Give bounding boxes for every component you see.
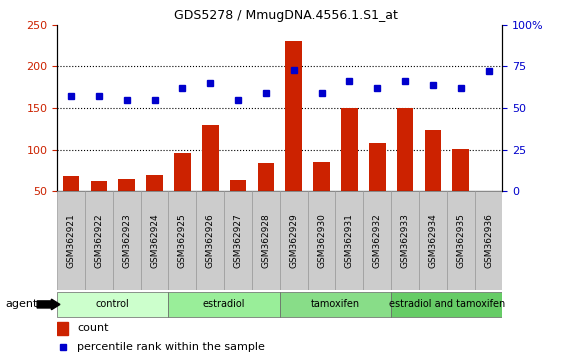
Bar: [196, 191, 224, 290]
Bar: [168, 191, 196, 290]
Text: GSM362935: GSM362935: [456, 213, 465, 268]
Text: GSM362930: GSM362930: [317, 213, 326, 268]
Bar: [286, 41, 302, 191]
Text: tamoxifen: tamoxifen: [311, 299, 360, 309]
Bar: [425, 130, 441, 191]
Bar: [63, 176, 79, 191]
Text: estradiol: estradiol: [203, 299, 246, 309]
Text: estradiol and tamoxifen: estradiol and tamoxifen: [389, 299, 505, 309]
Bar: [280, 292, 391, 317]
Bar: [174, 153, 191, 191]
Bar: [475, 191, 502, 290]
Text: GSM362925: GSM362925: [178, 213, 187, 268]
Text: percentile rank within the sample: percentile rank within the sample: [77, 342, 265, 352]
Bar: [452, 149, 469, 191]
Bar: [363, 191, 391, 290]
Bar: [118, 179, 135, 191]
Bar: [57, 292, 168, 317]
Bar: [230, 180, 247, 191]
Bar: [280, 191, 308, 290]
Text: GSM362924: GSM362924: [150, 213, 159, 268]
Text: GDS5278 / MmugDNA.4556.1.S1_at: GDS5278 / MmugDNA.4556.1.S1_at: [174, 9, 397, 22]
Text: GSM362921: GSM362921: [66, 213, 75, 268]
Bar: [140, 191, 168, 290]
Bar: [308, 191, 336, 290]
Bar: [447, 191, 475, 290]
Bar: [341, 108, 357, 191]
Bar: [252, 191, 280, 290]
Bar: [397, 108, 413, 191]
Text: agent: agent: [6, 299, 38, 309]
Bar: [335, 191, 363, 290]
Bar: [168, 292, 280, 317]
Bar: [258, 163, 274, 191]
Text: GSM362929: GSM362929: [289, 213, 298, 268]
Bar: [369, 143, 385, 191]
Bar: [419, 191, 447, 290]
Text: GSM362936: GSM362936: [484, 213, 493, 268]
Text: GSM362933: GSM362933: [400, 213, 409, 268]
Bar: [57, 322, 69, 335]
Bar: [112, 191, 140, 290]
Text: GSM362931: GSM362931: [345, 213, 354, 268]
Bar: [391, 191, 419, 290]
Bar: [202, 125, 219, 191]
Bar: [146, 175, 163, 191]
Bar: [57, 191, 85, 290]
Text: GSM362927: GSM362927: [234, 213, 243, 268]
Text: GSM362923: GSM362923: [122, 213, 131, 268]
Text: control: control: [96, 299, 130, 309]
Text: GSM362928: GSM362928: [262, 213, 271, 268]
Text: count: count: [77, 323, 108, 333]
Text: GSM362934: GSM362934: [428, 213, 437, 268]
Bar: [224, 191, 252, 290]
Bar: [85, 191, 113, 290]
Bar: [90, 181, 107, 191]
Bar: [391, 292, 502, 317]
Bar: [313, 162, 330, 191]
Text: GSM362926: GSM362926: [206, 213, 215, 268]
Text: GSM362922: GSM362922: [94, 213, 103, 268]
Text: GSM362932: GSM362932: [373, 213, 382, 268]
